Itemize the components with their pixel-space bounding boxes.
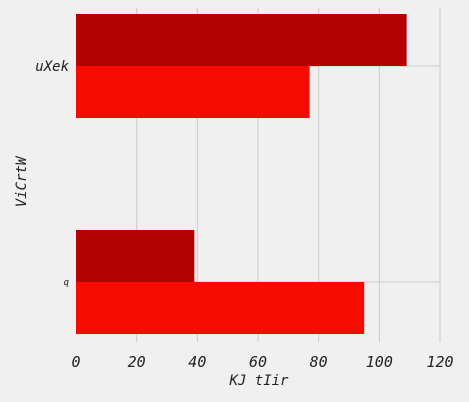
y-tick-label: q xyxy=(64,278,70,288)
bar xyxy=(76,66,310,118)
bar xyxy=(76,230,195,282)
bar xyxy=(76,14,407,66)
bar-group xyxy=(76,14,407,334)
x-tick-label: 20 xyxy=(128,353,146,371)
y-axis-label: ViCrtW xyxy=(14,155,30,207)
x-tick-label: 40 xyxy=(188,353,206,371)
x-tick-label: 80 xyxy=(310,353,328,371)
bar xyxy=(76,282,365,334)
x-tick-label: 0 xyxy=(71,353,80,371)
x-tick-labels: 0 20 40 60 80 100 120 xyxy=(71,353,453,371)
y-tick-label: uXek xyxy=(35,59,69,75)
x-tick-label: 100 xyxy=(366,353,393,371)
x-axis-label: KJ tIir xyxy=(228,373,289,389)
y-tick-labels: uXek q xyxy=(35,59,69,288)
x-tick-label: 60 xyxy=(249,353,267,371)
x-tick-label: 120 xyxy=(426,353,453,371)
